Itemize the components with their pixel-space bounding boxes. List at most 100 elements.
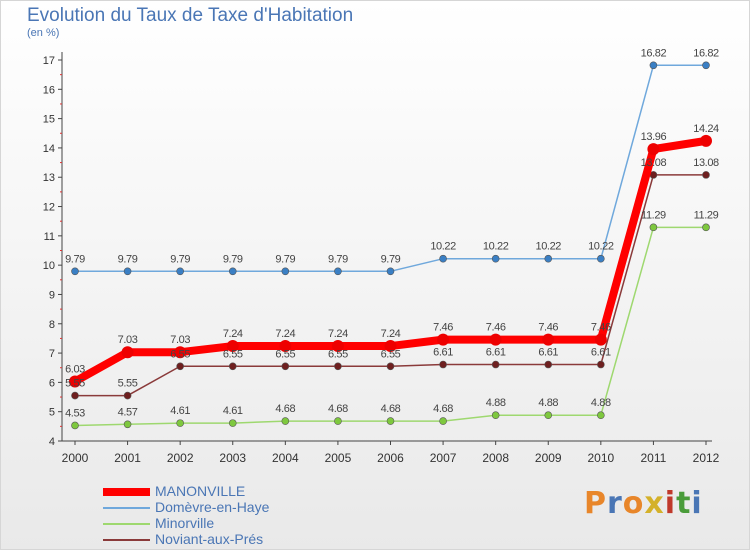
data-point — [649, 223, 658, 232]
data-point — [228, 267, 237, 276]
data-point — [334, 362, 342, 371]
legend-label: MANONVILLE — [155, 483, 246, 499]
data-label: 16.82 — [641, 47, 667, 59]
legend-swatch — [103, 523, 150, 525]
data-label: 6.61 — [538, 347, 558, 359]
data-label: 4.61 — [223, 405, 243, 417]
data-label: 11.29 — [694, 209, 719, 221]
data-label: 6.55 — [328, 348, 348, 360]
data-point — [228, 362, 237, 371]
data-label: 6.55 — [275, 348, 295, 360]
y-tick-label: 14 — [43, 143, 55, 155]
data-point — [121, 346, 134, 359]
data-label: 7.24 — [223, 328, 243, 340]
data-point — [386, 362, 395, 371]
legend-swatch — [103, 507, 150, 509]
data-point — [702, 171, 710, 179]
data-point — [544, 411, 553, 420]
x-tick-label: 2012 — [693, 451, 720, 465]
logo-letter: i — [664, 486, 677, 521]
data-point — [491, 411, 500, 420]
data-label: 11.29 — [641, 209, 666, 221]
data-point — [544, 254, 553, 263]
x-tick-label: 2000 — [62, 451, 89, 465]
data-point — [71, 391, 79, 400]
data-point — [69, 375, 81, 388]
data-label: 4.88 — [591, 397, 611, 409]
data-point — [437, 333, 450, 346]
data-label: 10.22 — [430, 241, 456, 253]
y-tick-label: 13 — [43, 172, 55, 184]
logo-letter: o — [622, 486, 645, 521]
data-point — [281, 267, 290, 276]
legend-label: Noviant-aux-Prés — [155, 531, 264, 547]
x-tick-label: 2005 — [325, 451, 352, 465]
logo-letter: t — [676, 486, 692, 521]
data-label: 13.96 — [641, 131, 667, 143]
data-label: 4.53 — [65, 407, 85, 419]
y-tick-label: 11 — [44, 231, 55, 243]
data-point — [491, 254, 500, 263]
data-label: 4.68 — [381, 403, 401, 415]
x-tick-label: 2004 — [272, 451, 299, 465]
data-label: 7.03 — [170, 334, 190, 346]
chart-unit-label: (en %) — [27, 27, 60, 39]
y-tick-label: 17 — [43, 55, 55, 67]
data-point — [439, 417, 447, 425]
y-tick-label: 5 — [49, 407, 55, 419]
data-point — [226, 340, 239, 353]
data-point — [386, 267, 395, 276]
y-tick-label: 10 — [43, 260, 55, 272]
data-label: 7.03 — [118, 334, 138, 346]
data-point — [228, 419, 237, 427]
data-label: 4.57 — [118, 406, 138, 418]
x-tick-label: 2003 — [219, 451, 246, 465]
data-point — [544, 360, 553, 369]
data-label: 10.22 — [483, 241, 509, 253]
logo-letter: i — [691, 486, 703, 521]
data-label: 9.79 — [328, 253, 348, 265]
data-point — [542, 333, 555, 346]
data-point — [386, 417, 395, 425]
data-point — [334, 267, 342, 276]
data-point — [176, 419, 184, 427]
y-tick-label: 9 — [49, 289, 55, 301]
data-label: 4.68 — [328, 403, 348, 415]
data-point — [491, 360, 500, 369]
logo-letter: x — [644, 486, 665, 521]
logo-letter: P — [584, 486, 607, 521]
data-label: 7.46 — [538, 322, 558, 334]
data-point — [439, 360, 447, 369]
data-label: 9.79 — [118, 253, 138, 265]
data-label: 13.08 — [641, 157, 667, 169]
data-label: 4.68 — [275, 403, 295, 415]
data-point — [123, 391, 132, 400]
legend-label: Minorville — [155, 515, 215, 531]
data-label: 6.61 — [591, 347, 611, 359]
legend-swatch — [103, 488, 150, 496]
data-point — [174, 346, 187, 359]
x-tick-label: 2009 — [535, 451, 562, 465]
data-point — [597, 360, 605, 369]
data-label: 9.79 — [381, 253, 401, 265]
y-tick-label: 7 — [49, 348, 55, 360]
data-point — [649, 61, 658, 70]
data-label: 6.55 — [170, 348, 190, 360]
data-point — [702, 61, 710, 70]
data-label: 5.55 — [65, 378, 85, 390]
data-label: 7.46 — [433, 322, 453, 334]
data-point — [700, 134, 712, 147]
data-label: 6.61 — [433, 347, 453, 359]
data-label: 9.79 — [223, 253, 243, 265]
data-label: 7.24 — [381, 328, 401, 340]
logo-letter: r — [607, 486, 623, 521]
data-point — [123, 420, 132, 429]
y-tick-label: 6 — [49, 377, 55, 389]
data-label: 9.79 — [170, 253, 190, 265]
data-label: 6.55 — [381, 348, 401, 360]
data-label: 10.22 — [535, 241, 561, 253]
proxiti-logo: Proxiti — [584, 486, 703, 521]
data-point — [71, 267, 79, 276]
x-tick-label: 2008 — [482, 451, 509, 465]
y-tick-label: 8 — [49, 319, 55, 331]
